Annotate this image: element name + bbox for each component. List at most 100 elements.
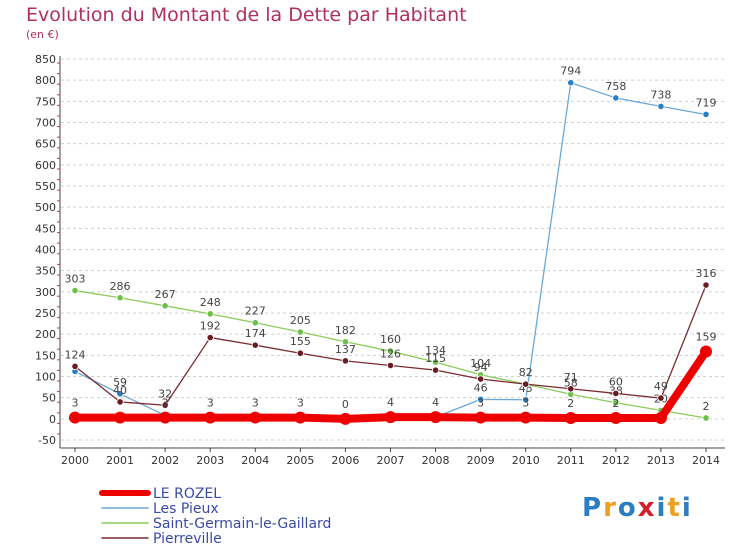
data-label: 2 — [612, 397, 619, 410]
data-point — [609, 411, 622, 424]
data-point — [339, 412, 352, 425]
data-label: 58 — [564, 376, 578, 389]
data-point — [161, 401, 169, 409]
x-tick-label: 2007 — [377, 454, 405, 467]
y-tick-label: 50 — [42, 392, 56, 405]
y-tick-label: 200 — [35, 328, 56, 341]
data-label: 794 — [560, 65, 581, 78]
brand-letter: t — [667, 493, 681, 523]
x-tick-label: 2011 — [557, 454, 585, 467]
data-point — [477, 375, 485, 383]
data-point — [612, 399, 620, 407]
x-tick-label: 2003 — [196, 454, 224, 467]
data-label: 3 — [522, 397, 529, 410]
brand-letter: o — [618, 493, 638, 523]
data-label: 248 — [200, 296, 221, 309]
data-point — [206, 333, 214, 342]
data-label: 3 — [207, 397, 214, 410]
data-point — [431, 366, 440, 374]
data-label: 182 — [335, 324, 356, 337]
x-tick-label: 2006 — [331, 454, 359, 467]
x-tick-label: 2010 — [512, 454, 540, 467]
data-point — [612, 389, 620, 398]
y-tick-label: 500 — [35, 201, 56, 214]
data-point — [702, 281, 710, 289]
series-saint-germain-le-gaillard: 303286267248227205182160134104825838202 — [65, 273, 710, 422]
data-label: 0 — [342, 398, 349, 411]
data-label: 174 — [245, 327, 266, 340]
x-tick-label: 2008 — [422, 454, 450, 467]
data-point — [161, 302, 169, 310]
data-label: 719 — [696, 96, 717, 109]
brand-letter: r — [603, 493, 618, 523]
brand-letter: P — [582, 493, 603, 523]
data-label: 40 — [113, 384, 127, 397]
brand-letter: i — [657, 493, 668, 523]
x-tick-label: 2002 — [151, 454, 179, 467]
data-point — [384, 411, 397, 424]
x-tick-label: 2014 — [692, 454, 720, 467]
x-tick-label: 2001 — [106, 454, 134, 467]
y-tick-label: 600 — [35, 159, 56, 172]
data-point — [431, 358, 440, 366]
data-label: 159 — [696, 331, 717, 344]
y-tick-label: 350 — [35, 265, 56, 278]
data-label: 3 — [252, 397, 259, 410]
data-label: 303 — [65, 273, 86, 286]
legend-label: Pierreville — [153, 531, 222, 547]
data-label: 126 — [380, 347, 401, 360]
data-point — [567, 385, 575, 393]
data-label: 32 — [158, 387, 172, 400]
data-label: 286 — [110, 280, 131, 293]
y-tick-label: 800 — [35, 74, 56, 87]
data-point — [654, 411, 667, 424]
data-point — [519, 411, 532, 424]
data-label: 267 — [155, 288, 176, 301]
y-tick-label: 300 — [35, 286, 56, 299]
legend-label: Les Pieux — [153, 501, 219, 517]
data-label: 137 — [335, 343, 356, 356]
data-label: 758 — [605, 80, 626, 93]
data-point — [294, 411, 307, 424]
data-point — [341, 357, 350, 365]
x-tick-label: 2012 — [602, 454, 630, 467]
data-label: 160 — [380, 333, 401, 346]
data-label: 4 — [432, 396, 439, 409]
data-label: 155 — [290, 335, 311, 348]
data-point — [296, 328, 304, 336]
data-point — [116, 294, 124, 302]
data-point — [567, 79, 575, 87]
data-label: 3 — [477, 397, 484, 410]
chart-title: Evolution du Montant de la Dette par Hab… — [26, 4, 467, 26]
data-point — [296, 349, 304, 357]
y-tick-label: 400 — [35, 244, 56, 257]
data-label: 94 — [474, 361, 488, 374]
data-point — [474, 411, 487, 424]
x-tick-label: 2009 — [467, 454, 495, 467]
y-tick-label: 450 — [35, 222, 56, 235]
x-tick-label: 2004 — [241, 454, 269, 467]
data-point — [69, 411, 81, 424]
y-tick-label: -50 — [38, 434, 56, 447]
data-point — [204, 411, 217, 424]
data-point — [522, 380, 530, 388]
data-point — [251, 319, 259, 327]
legend-label: LE ROZEL — [153, 486, 221, 502]
data-point — [159, 411, 172, 424]
data-point — [116, 390, 124, 398]
y-tick-label: 0 — [49, 413, 56, 426]
data-point — [249, 411, 262, 424]
y-tick-label: 150 — [35, 349, 56, 362]
data-label: 82 — [519, 366, 533, 379]
data-point — [429, 411, 442, 424]
brand-letter: i — [682, 493, 693, 523]
brand-letter: x — [638, 493, 657, 523]
data-label: 124 — [65, 348, 86, 361]
y-tick-label: 750 — [35, 95, 56, 108]
data-label: 2 — [567, 397, 574, 410]
